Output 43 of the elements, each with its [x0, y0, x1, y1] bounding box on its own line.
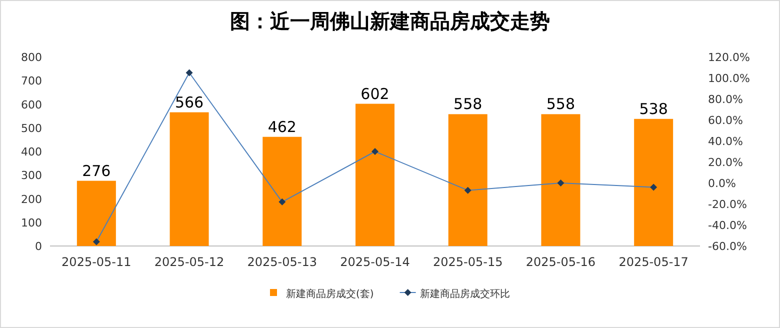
data-label: 558	[546, 95, 576, 114]
bar	[634, 118, 674, 246]
x-tick-label: 2025-05-11	[62, 255, 132, 269]
y2-tick-label: -20.0%	[708, 198, 747, 211]
y2-tick-label: 40.0%	[708, 135, 743, 148]
y2-tick-label: -40.0%	[708, 219, 747, 232]
data-label: 566	[174, 93, 204, 112]
x-tick-label: 2025-05-13	[247, 255, 318, 269]
y2-tick-label: 0.0%	[708, 177, 736, 190]
legend-label: 新建商品房成交环比	[420, 288, 510, 300]
y-tick-label: 200	[21, 192, 42, 206]
y-tick-label: 600	[21, 98, 42, 112]
y2-tick-label: 20.0%	[708, 156, 743, 169]
y2-tick-label: 60.0%	[708, 114, 743, 127]
y2-tick-label: 120.0%	[708, 51, 750, 64]
y-tick-label: 100	[21, 216, 42, 230]
y-tick-label: 0	[35, 240, 42, 253]
data-label: 558	[454, 95, 482, 114]
legend-label: 新建商品房成交(套)	[286, 288, 374, 300]
bar	[541, 114, 580, 246]
bar	[76, 180, 116, 246]
bar	[170, 112, 209, 246]
x-tick-label: 2025-05-14	[340, 255, 410, 269]
x-tick-label: 2025-05-16	[526, 255, 596, 269]
y-tick-label: 300	[21, 169, 42, 182]
y-tick-label: 400	[21, 146, 42, 158]
x-tick-label: 2025-05-17	[618, 255, 688, 269]
y-tick-label: 800	[21, 51, 42, 64]
data-label: 538	[639, 100, 668, 118]
y-tick-label: 700	[21, 74, 42, 88]
y2-tick-label: -60.0%	[708, 240, 747, 253]
bar	[356, 104, 394, 246]
bar	[262, 136, 302, 246]
y2-tick-label: 100.0%	[708, 72, 750, 85]
y-tick-label: 500	[21, 122, 42, 135]
data-label: 462	[268, 118, 296, 136]
x-tick-label: 2025-05-12	[154, 255, 224, 269]
y2-tick-label: 80.0%	[708, 93, 743, 106]
bar	[448, 114, 488, 246]
data-label: 276	[82, 162, 111, 180]
chart-title: 图：近一周佛山新建商品房成交走势	[230, 9, 550, 33]
data-label: 602	[360, 84, 390, 103]
x-tick-label: 2025-05-15	[432, 255, 503, 269]
